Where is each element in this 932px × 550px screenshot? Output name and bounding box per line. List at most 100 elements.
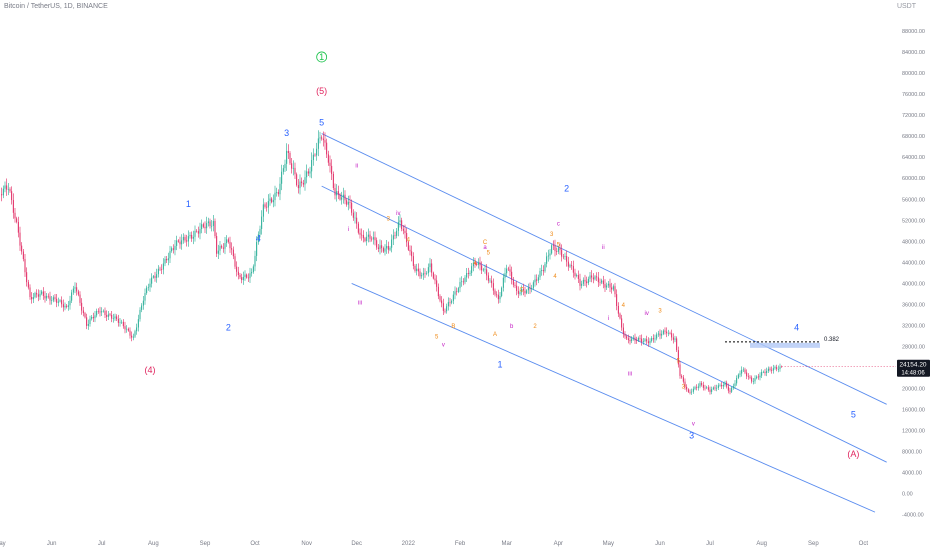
candle-body	[217, 250, 219, 254]
candle-body	[642, 341, 644, 342]
wave-label: 3	[689, 431, 694, 441]
price-tick-label: 4000.00	[902, 471, 922, 477]
candle-body	[589, 275, 591, 279]
wave-label: 3	[284, 128, 289, 138]
wave-label: iii	[358, 300, 362, 306]
candle-body	[537, 277, 539, 281]
candle-body	[747, 376, 749, 377]
candle-body	[127, 328, 129, 331]
candle-body	[292, 167, 294, 169]
candle-body	[602, 280, 604, 285]
candle-body	[241, 277, 243, 281]
candle-body	[166, 259, 168, 261]
price-tick-label: 32000.00	[902, 323, 925, 329]
price-tick-label: 8000.00	[902, 450, 922, 456]
candle-body	[121, 321, 123, 323]
candle-body	[54, 297, 56, 299]
wave-label: (5)	[316, 86, 327, 96]
candle-body	[777, 369, 779, 370]
wave-label: A	[493, 332, 497, 338]
candle-body	[591, 275, 593, 278]
candle-body	[212, 221, 214, 226]
candle-body	[222, 247, 224, 249]
candle-body	[724, 382, 726, 386]
candle-body	[122, 321, 124, 327]
candle-body	[697, 386, 699, 388]
candle-body	[119, 322, 121, 323]
time-axis[interactable]: May Jun Jul Aug Sep Oct Nov Dec 2022 Feb Mar Apr May…	[0, 541, 868, 547]
candle-body	[464, 277, 466, 283]
candle-body	[707, 387, 709, 390]
candle-body	[24, 259, 26, 273]
candle-body	[247, 277, 249, 279]
candle-body	[762, 371, 764, 373]
candle-body	[339, 194, 341, 200]
candle-body	[281, 171, 283, 184]
candle-body	[682, 377, 684, 382]
candle-body	[604, 284, 606, 288]
candle-body	[14, 212, 16, 219]
candle-body	[184, 237, 186, 241]
candle-body	[541, 270, 543, 271]
candle-body	[667, 333, 669, 334]
candle-body	[647, 341, 649, 344]
candle-body	[317, 138, 319, 149]
candle-body	[639, 337, 641, 339]
candle-body	[504, 273, 506, 278]
candle-body	[506, 268, 508, 274]
candle-body	[151, 277, 153, 284]
candle-body	[256, 242, 258, 256]
candle-body	[47, 295, 49, 297]
candle-body	[471, 266, 473, 273]
candle-body	[702, 384, 704, 388]
candle-body	[559, 248, 561, 250]
candle-body	[372, 237, 374, 240]
candle-body	[392, 235, 394, 240]
candle-body	[396, 230, 398, 236]
candle-body	[51, 300, 53, 302]
candle-body	[4, 185, 6, 189]
candle-body	[177, 240, 179, 242]
candle-body	[711, 389, 713, 392]
candle-body	[31, 296, 33, 300]
price-axis[interactable]: -4000.00 0.00 4000.00 8000.00 12000.00 16000.…	[902, 29, 925, 519]
candle-body	[94, 315, 96, 319]
price-tick-label: 72000.00	[902, 113, 925, 119]
candle-body	[314, 154, 316, 156]
candle-body	[337, 191, 339, 195]
candle-body	[609, 283, 611, 288]
wave-label: C	[483, 240, 488, 246]
last-price-box	[897, 359, 930, 377]
candle-body	[91, 316, 93, 319]
candle-body	[706, 387, 708, 388]
candle-body	[81, 302, 83, 311]
candle-body	[246, 274, 248, 278]
candle-body	[507, 268, 509, 270]
price-tick-label: 44000.00	[902, 260, 925, 266]
candle-body	[232, 249, 234, 257]
candle-body	[671, 333, 673, 338]
candle-body	[331, 165, 333, 174]
candle-body	[524, 290, 526, 294]
candle-body	[2, 188, 4, 196]
candlesticks	[1, 130, 783, 395]
candle-body	[447, 302, 449, 307]
candle-body	[511, 271, 513, 280]
candle-body	[571, 265, 573, 267]
candle-body	[302, 183, 304, 185]
candle-body	[584, 279, 586, 282]
candle-body	[626, 336, 628, 339]
candle-body	[321, 137, 323, 139]
candle-body	[49, 296, 51, 301]
candle-body	[41, 291, 43, 294]
candle-body	[729, 390, 731, 392]
candle-body	[202, 224, 204, 227]
candle-body	[189, 234, 191, 237]
candle-body	[406, 232, 408, 243]
candle-body	[646, 339, 648, 342]
wave-label: 3	[682, 385, 686, 391]
candle-body	[689, 391, 691, 393]
candle-body	[376, 240, 378, 248]
candle-body	[432, 272, 434, 279]
